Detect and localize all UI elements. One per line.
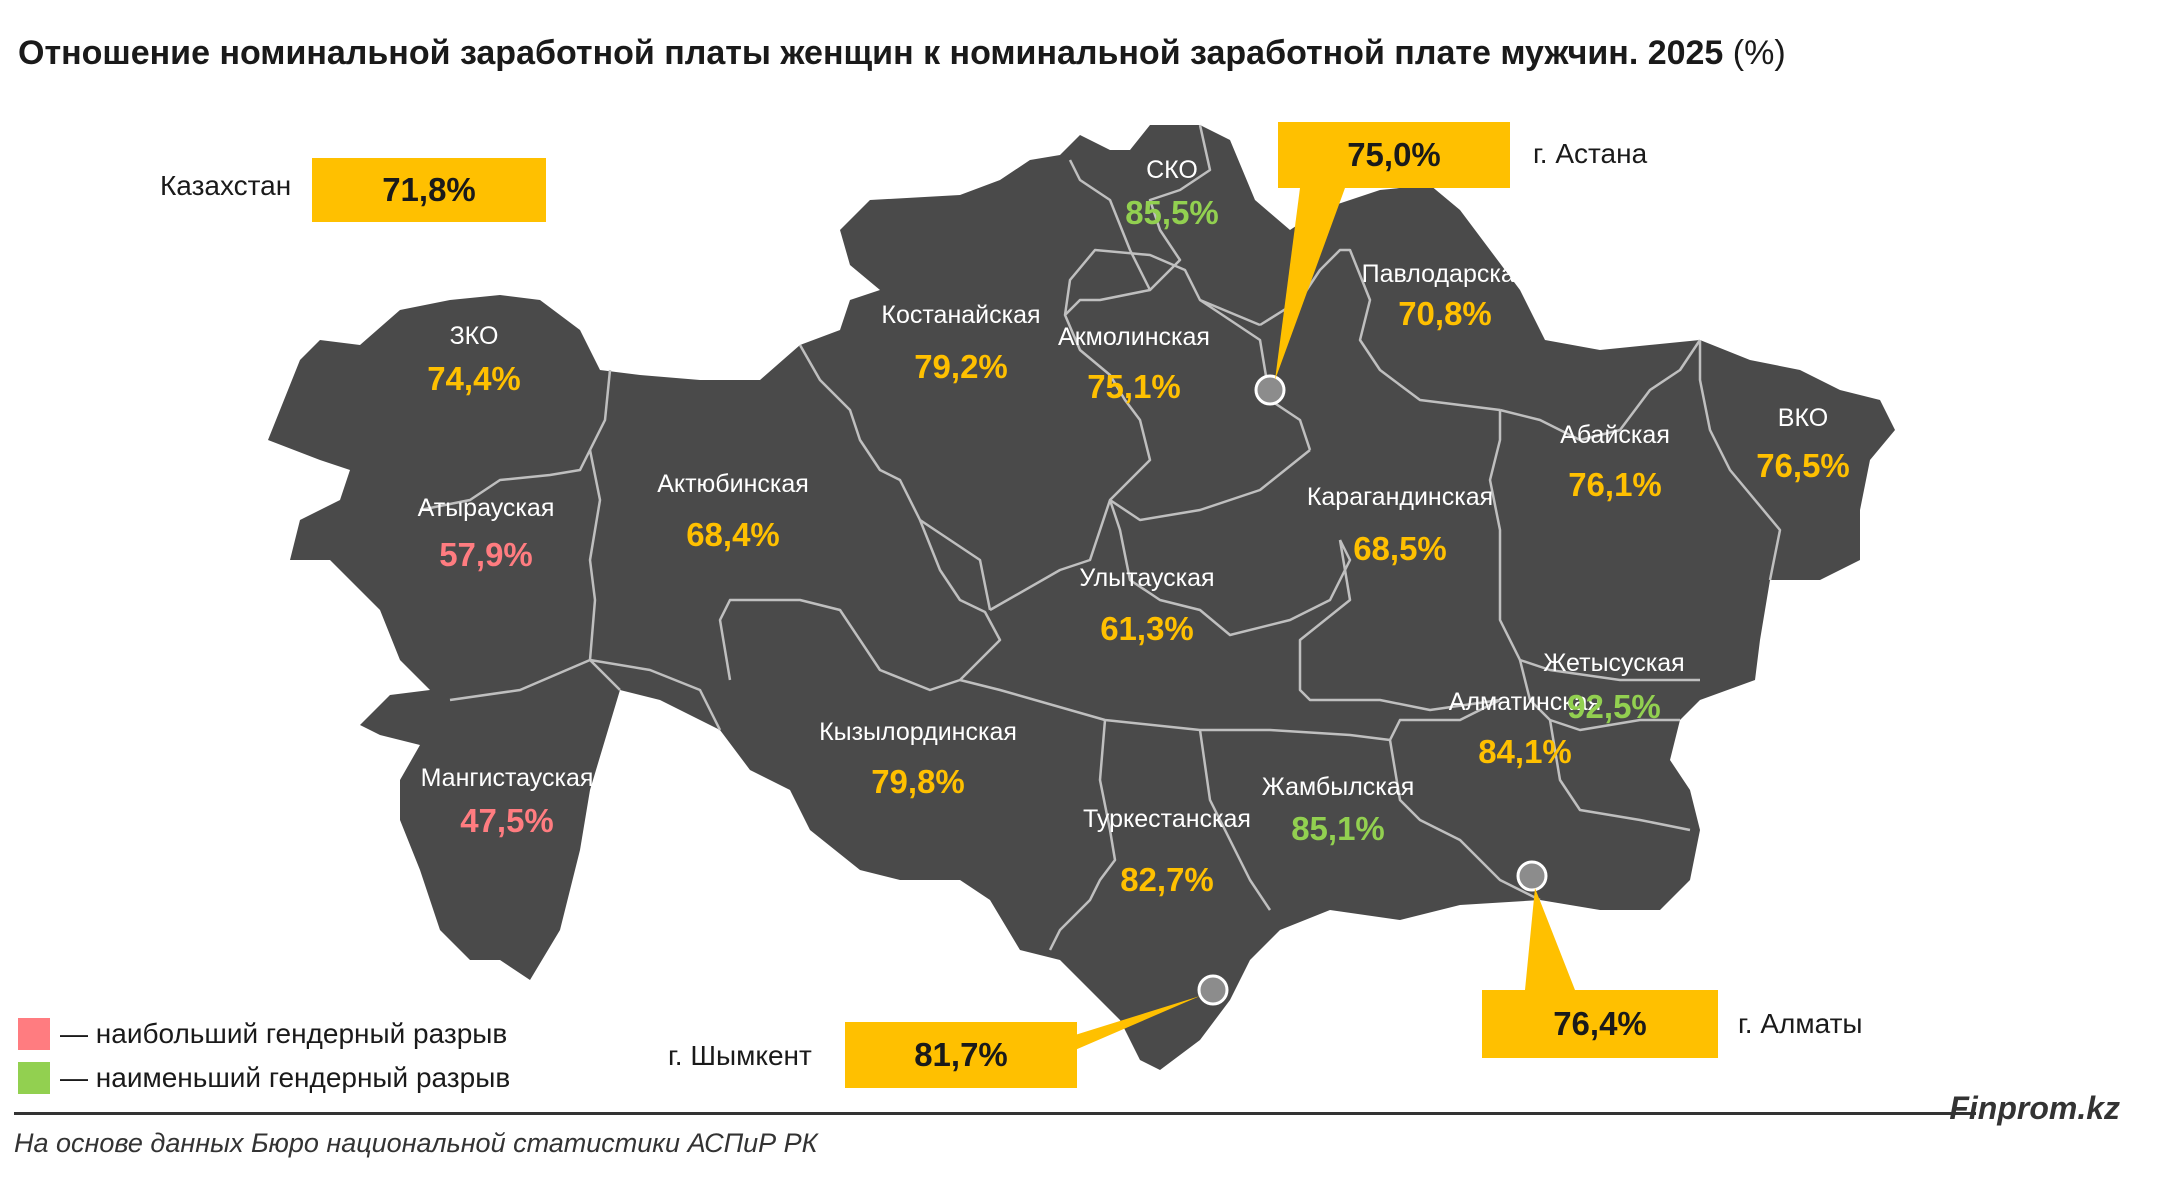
region-value: 84,1% <box>1478 733 1572 770</box>
shymkent-marker <box>1197 974 1229 1006</box>
shymkent-value-box: 81,7% <box>845 1022 1077 1088</box>
region-value: 76,5% <box>1756 447 1850 484</box>
shymkent-label: г. Шымкент <box>668 1040 812 1071</box>
region-name: Абайская <box>1560 421 1670 449</box>
astana-pointer <box>1275 188 1345 380</box>
region-name: Улытауская <box>1079 564 1214 592</box>
region-borders <box>419 124 1782 951</box>
region-value: 92,5% <box>1567 688 1661 725</box>
region-value: 68,5% <box>1353 530 1447 567</box>
region-name: Костанайская <box>881 301 1040 329</box>
astana-value-box: 75,0% <box>1278 122 1510 188</box>
region-value: 61,3% <box>1100 610 1194 647</box>
region-name: Туркестанская <box>1083 805 1251 833</box>
legend-swatch-high-gap <box>18 1018 50 1050</box>
region-name: ВКО <box>1778 404 1828 432</box>
almaty-pointer <box>1525 888 1575 990</box>
national-value-box: 71,8% <box>312 158 546 222</box>
region-value: 76,1% <box>1568 466 1662 503</box>
region-value: 47,5% <box>460 802 554 839</box>
region-name: Кызылординская <box>819 718 1017 746</box>
region-name: Мангистауская <box>421 764 594 792</box>
region-name: СКО <box>1146 156 1198 184</box>
almaty-value-box: 76,4% <box>1482 990 1718 1058</box>
region-value: 57,9% <box>439 536 533 573</box>
region-value: 70,8% <box>1398 295 1492 332</box>
region-value: 85,1% <box>1291 810 1385 847</box>
region-name: Карагандинская <box>1307 483 1493 511</box>
region-name: Актюбинская <box>657 470 809 498</box>
legend-text-low-gap: — наименьший гендерный разрыв <box>60 1062 511 1093</box>
country-silhouette <box>268 125 1895 1070</box>
shymkent-pointer <box>1075 996 1200 1050</box>
region-name: Алматинская <box>1449 688 1601 716</box>
brand-logo: Finprom.kz <box>1949 1090 2120 1126</box>
page-title: Отношение номинальной заработной платы ж… <box>18 34 1786 73</box>
legend-high-gap: — наибольший гендерный разрыв <box>18 1018 507 1050</box>
region-labels: ЗКО 74,4% Атырауская 57,9% Мангистауская… <box>418 156 1850 898</box>
astana-label: г. Астана <box>1533 138 1648 169</box>
region-name: ЗКО <box>450 322 499 350</box>
region-value: 75,1% <box>1087 368 1181 405</box>
map-shapes <box>268 124 1895 1070</box>
region-value: 68,4% <box>686 516 780 553</box>
region-name: Акмолинская <box>1058 323 1210 351</box>
almaty-label: г. Алматы <box>1738 1008 1863 1039</box>
footer-divider <box>14 1112 1976 1115</box>
title-main: Отношение номинальной заработной платы ж… <box>18 34 1724 72</box>
legend-text-high-gap: — наибольший гендерный разрыв <box>60 1018 508 1049</box>
region-name: Жамбылская <box>1262 773 1414 801</box>
region-name: Атырауская <box>418 494 555 522</box>
region-value: 79,2% <box>914 348 1008 385</box>
source-note: На основе данных Бюро национальной стати… <box>14 1128 818 1158</box>
region-value: 82,7% <box>1120 861 1214 898</box>
almaty-marker <box>1516 860 1548 892</box>
region-value: 85,5% <box>1125 194 1219 231</box>
region-value: 79,8% <box>871 763 965 800</box>
legend-swatch-low-gap <box>18 1062 50 1094</box>
astana-marker <box>1254 374 1286 406</box>
region-name: Жетысуская <box>1543 649 1684 677</box>
national-label: Казахстан <box>160 170 292 201</box>
region-name: Павлодарская <box>1362 260 1529 288</box>
title-unit: (%) <box>1723 34 1786 72</box>
legend-low-gap: — наименьший гендерный разрыв <box>18 1062 510 1094</box>
region-value: 74,4% <box>427 360 521 397</box>
